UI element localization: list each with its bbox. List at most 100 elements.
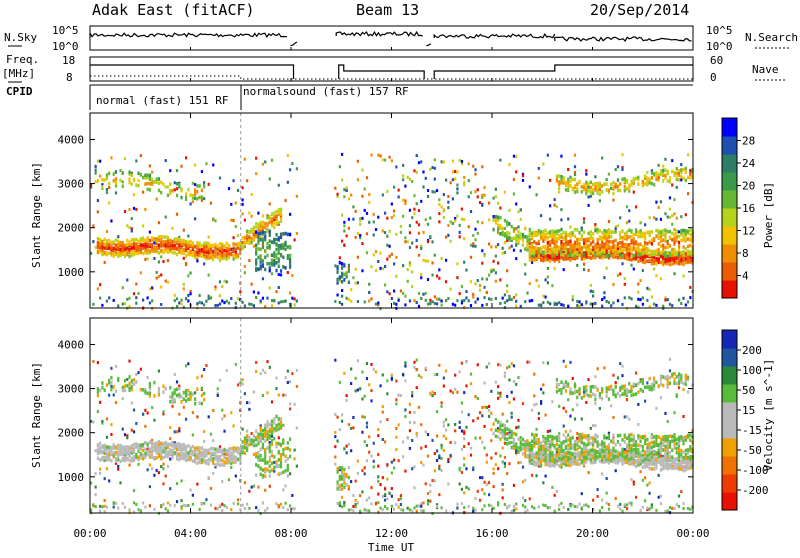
heat-cell — [221, 253, 224, 258]
heat-cell — [137, 508, 140, 512]
heat-cell — [589, 180, 592, 185]
heat-cell — [562, 175, 565, 180]
heat-cell — [236, 502, 240, 506]
heat-cell — [456, 183, 459, 187]
heat-cell — [616, 255, 620, 260]
heat-cell — [426, 502, 430, 506]
heat-cell — [537, 442, 540, 446]
heat-cell — [657, 251, 660, 256]
heat-cell — [209, 503, 213, 507]
heat-cell — [372, 465, 375, 469]
heat-cell — [130, 379, 133, 383]
heat-cell — [567, 251, 570, 256]
heat-cell — [126, 451, 129, 456]
heat-cell — [573, 462, 577, 466]
heat-cell — [225, 257, 228, 261]
heat-cell — [132, 501, 136, 505]
heat-cell — [160, 454, 163, 459]
heat-cell — [576, 182, 579, 186]
heat-cell — [668, 251, 672, 256]
heat-cell — [255, 266, 258, 271]
heat-cell — [623, 296, 626, 300]
heat-cell — [395, 379, 398, 383]
heat-cell — [146, 251, 149, 255]
heat-cell — [601, 506, 604, 510]
heat-cell — [336, 265, 339, 269]
heat-cell — [582, 461, 586, 466]
heat-cell — [677, 251, 681, 255]
heat-cell — [370, 399, 373, 403]
heat-cell — [160, 255, 163, 259]
heat-cell — [553, 493, 556, 497]
heat-cell — [279, 502, 283, 506]
heat-cell — [689, 175, 692, 180]
heat-cell — [653, 252, 656, 257]
heat-cell — [501, 226, 504, 231]
heat-cell — [625, 234, 629, 239]
heat-cell — [628, 449, 631, 453]
heat-cell — [212, 460, 215, 464]
heat-cell — [610, 186, 613, 190]
heat-cell — [526, 240, 529, 245]
heat-cell — [397, 423, 400, 427]
heat-cell — [573, 384, 577, 389]
heat-cell — [596, 184, 599, 188]
heat-cell — [108, 242, 111, 247]
heat-cell — [399, 224, 402, 228]
heat-cell — [662, 179, 665, 183]
heat-cell — [182, 456, 185, 461]
heat-cell — [205, 250, 208, 254]
heat-cell — [576, 256, 579, 260]
heat-cell — [641, 257, 644, 262]
heat-cell — [232, 244, 235, 248]
heat-cell — [117, 246, 120, 250]
heat-cell — [607, 507, 611, 511]
heat-cell — [218, 378, 222, 382]
heat-cell — [361, 194, 364, 198]
heat-cell — [424, 291, 427, 295]
heat-cell — [117, 304, 120, 308]
heat-cell — [671, 169, 674, 174]
heat-cell — [334, 264, 337, 268]
heat-cell — [257, 228, 260, 232]
heat-cell — [460, 284, 464, 288]
heat-cell — [408, 402, 412, 406]
heat-cell — [160, 504, 163, 508]
heat-cell — [587, 442, 590, 446]
heat-cell — [530, 408, 534, 412]
heat-cell — [363, 187, 366, 191]
heat-cell — [184, 447, 188, 451]
heat-cell — [223, 429, 226, 433]
heat-cell — [591, 392, 595, 397]
heat-cell — [454, 169, 457, 173]
heat-cell — [171, 444, 174, 448]
heat-cell — [553, 460, 556, 464]
heat-cell — [151, 286, 154, 290]
heat-cell — [395, 165, 398, 169]
heat-cell — [533, 460, 536, 464]
heat-cell — [155, 456, 158, 460]
heat-cell — [680, 302, 683, 306]
heat-cell — [512, 443, 516, 447]
heat-cell — [203, 255, 206, 259]
heat-cell — [621, 251, 624, 256]
heat-cell — [587, 471, 590, 475]
heat-cell — [420, 297, 423, 301]
heat-cell — [677, 255, 681, 259]
heat-cell — [616, 273, 620, 277]
heat-cell — [546, 281, 549, 285]
heat-cell — [402, 214, 405, 218]
heat-cell — [632, 451, 635, 455]
heat-cell — [189, 289, 192, 293]
heat-cell — [368, 200, 371, 204]
heat-cell — [431, 261, 434, 265]
heat-cell — [546, 438, 549, 443]
heat-cell — [182, 242, 185, 247]
heat-cell — [203, 439, 206, 443]
heat-cell — [151, 236, 154, 240]
heat-cell — [610, 304, 613, 308]
heat-cell — [288, 265, 292, 269]
heat-cell — [623, 389, 626, 393]
heat-cell — [261, 162, 265, 166]
heat-cell — [607, 228, 611, 232]
